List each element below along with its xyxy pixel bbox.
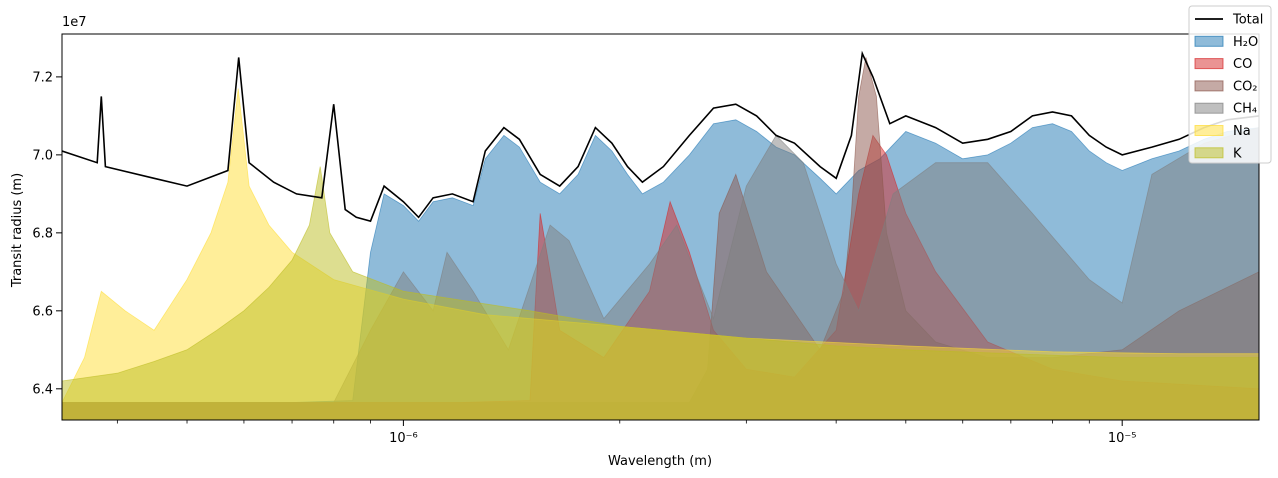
legend-label-co: CO <box>1233 57 1252 72</box>
legend-swatch-co <box>1194 58 1224 70</box>
legend-swatch-na <box>1194 125 1224 136</box>
y-axis-label: Transit radius (m) <box>10 173 25 288</box>
legend-label-total: Total <box>1232 13 1263 28</box>
area-k <box>62 166 1259 420</box>
x-tick-label: 10⁻⁶ <box>389 431 418 446</box>
legend: Total H₂O CO CO₂ CH₄ Na K <box>1188 5 1272 164</box>
y-tick-label: 6.6 <box>32 304 53 319</box>
x-axis-label: Wavelength (m) <box>608 454 712 469</box>
y-tick-label: 6.4 <box>32 382 53 397</box>
y-tick-label: 7.2 <box>32 70 53 85</box>
x-tick-label: 10⁻⁵ <box>1108 431 1137 446</box>
legend-label-k: K <box>1233 146 1242 161</box>
legend-label-ch4: CH₄ <box>1233 102 1257 117</box>
legend-swatch-k <box>1194 147 1224 159</box>
legend-label-h2o: H₂O <box>1233 35 1258 50</box>
legend-label-co2: CO₂ <box>1233 79 1258 94</box>
legend-swatch-h2o <box>1194 35 1224 47</box>
legend-swatch-co2 <box>1194 80 1224 92</box>
line-total <box>62 50 1259 223</box>
legend-swatch-ch4 <box>1194 102 1224 114</box>
plot-frame <box>61 33 1260 421</box>
legend-label-na: Na <box>1233 124 1251 139</box>
y-tick-label: 6.8 <box>32 226 53 241</box>
y-axis: 6.4 6.6 6.8 7.0 7.2 <box>32 70 62 397</box>
line-series-layer <box>62 50 1259 223</box>
y-tick-label: 7.0 <box>32 148 53 163</box>
y-axis-offset-label: 1e7 <box>62 15 87 30</box>
x-axis: 10⁻⁶ 10⁻⁵ <box>116 420 1137 446</box>
area-series-layer <box>62 57 1259 420</box>
